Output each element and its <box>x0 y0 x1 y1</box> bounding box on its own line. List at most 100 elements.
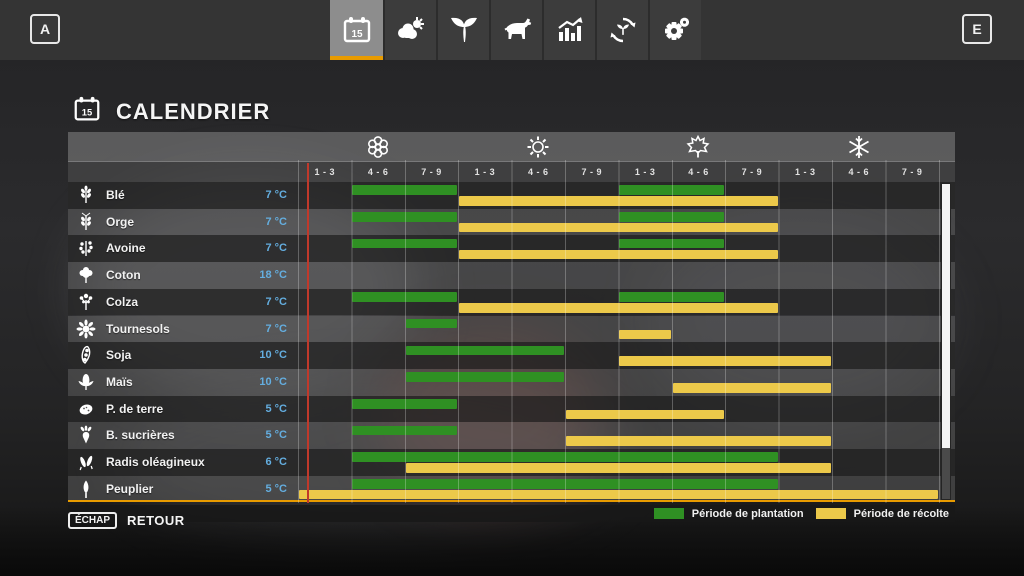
crop-name: P. de terre <box>106 401 164 416</box>
harvest-period-bar <box>459 249 778 260</box>
crop-name: B. sucrières <box>106 428 175 443</box>
escape-key-button[interactable]: ÉCHAP <box>68 511 118 529</box>
germination-temperature: 7 °C <box>265 322 287 335</box>
harvest-period-bar <box>459 302 778 313</box>
harvest-period-bar <box>619 329 671 340</box>
wheat-icon <box>76 185 96 205</box>
top-menu-bar: A E 15 <box>0 0 1024 60</box>
period-label: 1 - 3 <box>634 167 656 177</box>
bar-chart-icon <box>554 14 586 46</box>
germination-temperature: 7 °C <box>265 242 287 255</box>
period-label: 7 - 9 <box>901 167 923 177</box>
germination-temperature: 5 °C <box>265 482 287 495</box>
crop-name: Soja <box>106 348 132 363</box>
period-label: 1 - 3 <box>795 167 816 177</box>
crop-row-sunflower[interactable]: Tournesols 7 °C <box>68 315 955 343</box>
germination-temperature: 6 °C <box>265 456 287 468</box>
germination-temperature: 5 °C <box>265 429 287 442</box>
planting-period-bar <box>619 185 725 195</box>
planting-period-bar <box>352 479 778 489</box>
planting-period-bar <box>619 212 725 222</box>
planting-period-bar <box>405 372 564 382</box>
svg-text:15: 15 <box>82 108 92 118</box>
sprout-icon <box>448 14 480 46</box>
cotton-icon <box>76 265 96 285</box>
tab-crops[interactable] <box>436 0 489 60</box>
tab-crop-rotation[interactable] <box>595 0 648 60</box>
harvest-period-bar <box>566 436 831 447</box>
harvest-period-bar <box>619 356 831 366</box>
key-hint-e[interactable]: E <box>962 14 992 44</box>
planting-period-bar <box>352 452 778 462</box>
soybean-icon <box>76 345 96 365</box>
planting-period-bar <box>619 238 725 249</box>
summer-sun-icon <box>525 134 551 160</box>
tab-statistics[interactable] <box>542 0 595 60</box>
gear-icon <box>660 14 692 46</box>
rotation-icon <box>607 14 639 46</box>
page-header: 15 CALENDRIER <box>72 94 270 129</box>
harvest-period-bar <box>459 196 778 206</box>
germination-temperature: 10 °C <box>259 349 287 362</box>
planting-period-bar <box>352 238 458 249</box>
tab-settings[interactable] <box>648 0 701 60</box>
planting-period-bar <box>405 318 458 329</box>
calendar-title-icon: 15 <box>72 94 102 129</box>
harvest-period-bar <box>299 489 938 500</box>
crop-name: Tournesols <box>106 321 170 336</box>
corn-icon <box>76 372 96 392</box>
menu-tabs: 15 <box>330 0 701 60</box>
tab-calendar[interactable]: 15 <box>330 0 383 60</box>
harvest-period-bar <box>672 383 831 393</box>
crop-row-potato[interactable]: P. de terre 5 °C <box>68 395 955 423</box>
crop-row-sugar-beet[interactable]: B. sucrières 5 °C <box>68 422 955 449</box>
sunflower-icon <box>76 319 96 339</box>
crop-row-oilseed-radish[interactable]: Radis oléagineux 6 °C <box>68 449 955 476</box>
cow-icon <box>501 14 533 46</box>
crop-name: Maïs <box>106 374 133 389</box>
legend-item: Période de récolte <box>815 507 949 520</box>
scrollbar-thumb[interactable] <box>942 184 950 448</box>
scrollbar-track[interactable] <box>941 183 951 500</box>
legend-swatch <box>653 508 684 519</box>
key-hint-a[interactable]: A <box>30 14 60 44</box>
svg-text:15: 15 <box>351 29 363 40</box>
winter-snowflake-icon <box>846 134 872 160</box>
crop-name: Colza <box>106 294 139 309</box>
tab-weather[interactable] <box>383 0 436 60</box>
crop-row-wheat[interactable]: Blé 7 °C <box>68 182 955 209</box>
legend-label: Période de récolte <box>853 507 949 520</box>
germination-temperature: 7 °C <box>265 295 287 308</box>
legend-item: Période de plantation <box>653 507 804 520</box>
crop-row-canola[interactable]: Colza 7 °C <box>68 288 955 316</box>
planting-period-bar <box>405 345 564 356</box>
crop-row-oat[interactable]: Avoine 7 °C <box>68 235 955 263</box>
crop-row-soybean[interactable]: Soja 10 °C <box>68 342 955 369</box>
planting-period-bar <box>352 398 458 409</box>
oat-icon <box>76 238 96 258</box>
weather-icon <box>395 14 427 46</box>
germination-temperature: 5 °C <box>265 402 287 415</box>
period-label: 7 - 9 <box>741 167 763 177</box>
germination-temperature: 7 °C <box>265 215 287 228</box>
back-label: RETOUR <box>127 512 185 528</box>
period-label: 4 - 6 <box>848 167 869 177</box>
legend-label: Période de plantation <box>691 507 804 520</box>
calendar-rows: Blé 7 °C Orge 7 °C Avoine 7 °C Coton 18 °C Colza… <box>68 182 955 503</box>
legend-swatch <box>815 508 846 519</box>
autumn-leaf-icon <box>685 134 711 160</box>
crop-row-barley[interactable]: Orge 7 °C <box>68 208 955 236</box>
harvest-period-bar <box>566 409 725 420</box>
crop-name: Orge <box>106 214 135 229</box>
crop-row-corn[interactable]: Maïs 10 °C <box>68 368 955 396</box>
period-label: 7 - 9 <box>421 167 442 177</box>
tab-animals[interactable] <box>489 0 542 60</box>
crop-row-poplar[interactable]: Peuplier 5 °C <box>68 475 955 503</box>
crop-row-cotton[interactable]: Coton 18 °C <box>68 262 955 289</box>
oilseed-radish-icon <box>76 452 96 472</box>
barley-icon <box>76 212 96 232</box>
germination-temperature: 18 °C <box>259 269 287 282</box>
sugar-beet-icon <box>76 425 96 445</box>
crop-name: Avoine <box>106 241 146 256</box>
